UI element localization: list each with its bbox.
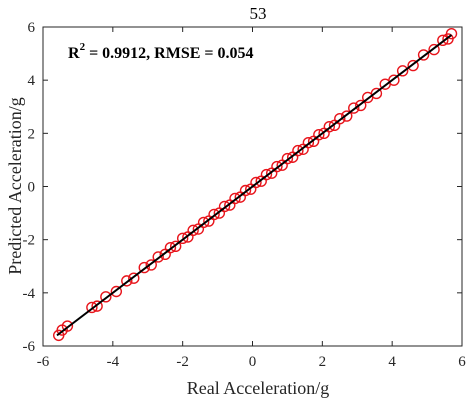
r2-symbol: R bbox=[68, 45, 80, 62]
y-tick-label: -2 bbox=[23, 233, 36, 249]
data-point bbox=[128, 272, 140, 284]
data-point bbox=[281, 152, 294, 165]
data-point bbox=[239, 184, 252, 197]
data-point bbox=[396, 65, 409, 77]
data-point bbox=[302, 136, 315, 149]
r2-exponent: 2 bbox=[80, 41, 86, 53]
plot-area bbox=[53, 27, 458, 342]
x-tick-label: -4 bbox=[107, 354, 120, 370]
x-tick-label: 4 bbox=[388, 354, 396, 370]
data-point bbox=[313, 128, 325, 141]
data-point bbox=[355, 99, 367, 112]
data-point bbox=[169, 240, 182, 253]
data-point bbox=[445, 27, 458, 40]
x-tick-label: 2 bbox=[319, 354, 327, 370]
y-tick-label: -6 bbox=[23, 339, 36, 355]
data-point bbox=[91, 300, 103, 312]
data-point bbox=[229, 192, 241, 205]
x-tick-label: -2 bbox=[176, 354, 189, 370]
y-axis-label: Predicted Acceleration/g bbox=[5, 97, 25, 274]
data-point bbox=[292, 144, 304, 157]
data-point bbox=[437, 34, 449, 46]
data-point bbox=[323, 120, 336, 133]
data-point bbox=[176, 232, 189, 245]
data-point bbox=[428, 43, 440, 56]
x-tick-label: -6 bbox=[37, 354, 50, 370]
data-point bbox=[271, 160, 283, 173]
data-point bbox=[61, 320, 74, 332]
data-point bbox=[100, 291, 112, 303]
data-point bbox=[334, 113, 346, 125]
y-tick-label: 6 bbox=[28, 20, 36, 36]
data-point bbox=[348, 102, 360, 114]
data-point bbox=[388, 74, 400, 86]
y-tick-label: 4 bbox=[28, 73, 36, 89]
data-point bbox=[121, 275, 133, 287]
data-point bbox=[370, 87, 383, 100]
x-axis-label: Real Acceleration/g bbox=[187, 378, 329, 398]
data-point bbox=[86, 301, 98, 314]
data-point bbox=[110, 285, 123, 298]
data-point bbox=[218, 200, 231, 213]
points-layer bbox=[53, 27, 458, 342]
fit-annotation: R2 = 0.9912, RMSE = 0.054 bbox=[68, 41, 254, 62]
chart-title: 53 bbox=[250, 4, 267, 23]
y-tick-label: -4 bbox=[23, 286, 36, 302]
y-tick-label: 0 bbox=[28, 180, 36, 196]
y-tick-label: 2 bbox=[28, 126, 36, 142]
data-point bbox=[250, 176, 262, 189]
data-point bbox=[260, 168, 273, 181]
data-point bbox=[208, 208, 220, 221]
data-point bbox=[164, 241, 177, 254]
fit-line bbox=[56, 34, 453, 337]
data-point bbox=[187, 224, 199, 237]
data-point bbox=[407, 59, 419, 72]
data-point bbox=[341, 110, 353, 122]
fit-stats: = 0.9912, RMSE = 0.054 bbox=[85, 45, 253, 62]
x-tick-label: 0 bbox=[249, 354, 257, 370]
data-point bbox=[197, 216, 210, 229]
x-tick-label: 6 bbox=[458, 354, 466, 370]
ticks-layer: -6 -4 -2 0 2 4 6 -6 -4 -2 0 2 4 6 bbox=[23, 20, 467, 370]
data-point bbox=[145, 259, 157, 271]
data-point bbox=[152, 251, 164, 263]
data-point bbox=[417, 49, 430, 61]
data-point bbox=[138, 261, 150, 274]
